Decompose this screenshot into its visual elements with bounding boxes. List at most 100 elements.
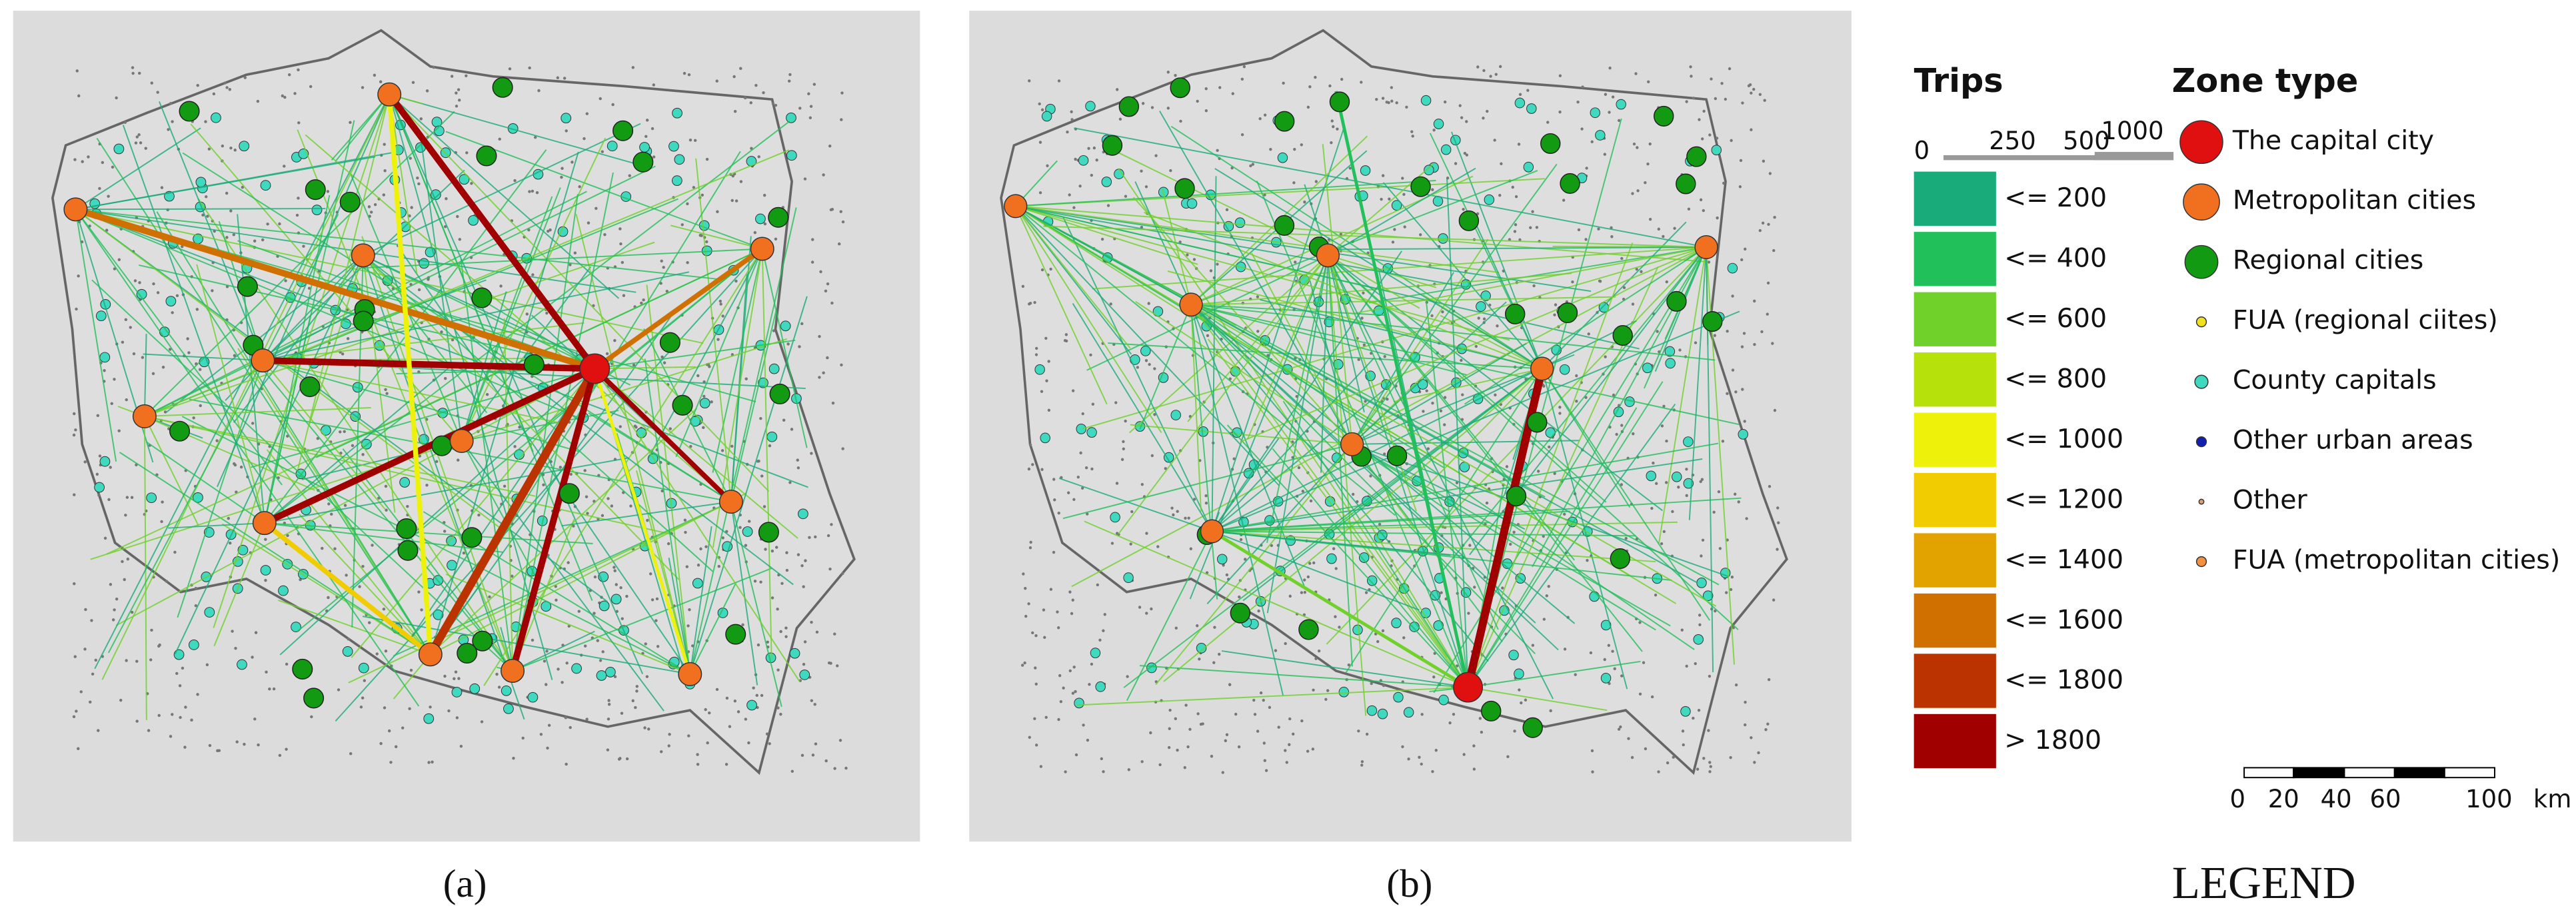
- zone-dot: [521, 736, 525, 740]
- zone-dot: [1062, 686, 1065, 689]
- zone-dot: [157, 713, 161, 717]
- zone-dot: [1314, 180, 1318, 183]
- zone-dot: [1100, 757, 1103, 761]
- zone-dot: [837, 242, 841, 246]
- zone-dot: [1360, 763, 1364, 767]
- zone-dot: [73, 582, 76, 586]
- zone-dot: [447, 709, 451, 713]
- zone-dot: [1650, 506, 1654, 510]
- zone-dot: [619, 425, 622, 428]
- regional-city: [659, 332, 680, 353]
- zone-dot: [119, 698, 123, 702]
- scale-bar-segment: [2343, 767, 2395, 779]
- zone-dot: [97, 729, 100, 732]
- zone-dot: [1672, 755, 1675, 759]
- zone-dot: [1443, 396, 1447, 399]
- zone-dot: [113, 378, 116, 381]
- zone-dot: [1183, 766, 1186, 769]
- trip-flow: [1468, 686, 1608, 711]
- zone-dot: [401, 726, 405, 729]
- zone-dot: [1364, 400, 1367, 403]
- zone-dot: [1090, 467, 1094, 471]
- zone-dot: [337, 688, 341, 691]
- zone-dot: [802, 662, 806, 666]
- zone-dot: [411, 81, 415, 85]
- zone-dot: [137, 71, 141, 75]
- zone-dot: [1773, 408, 1777, 412]
- regional-city: [471, 287, 493, 308]
- zone-dot: [545, 650, 549, 653]
- county-capital: [1086, 427, 1097, 438]
- trip-flow: [1123, 368, 1543, 688]
- zone-dot: [1546, 121, 1550, 124]
- zone-dot: [1189, 547, 1192, 550]
- zone-dot: [199, 404, 202, 408]
- zone-dot: [513, 179, 517, 183]
- zone-dot: [234, 646, 237, 650]
- zone-dot: [194, 586, 198, 590]
- zone-dot: [1666, 761, 1670, 765]
- zone-dot: [764, 548, 767, 551]
- trip-flow: [1351, 301, 1507, 445]
- county-capital: [1391, 618, 1402, 629]
- zone-dot: [229, 209, 233, 213]
- county-capital: [358, 662, 369, 674]
- zone-dot: [205, 663, 209, 667]
- zone-dot: [1089, 353, 1092, 357]
- zone-dot: [257, 743, 260, 747]
- zone-dot: [1360, 316, 1364, 320]
- zone-dot: [1532, 284, 1536, 288]
- zone-dot: [1044, 336, 1048, 340]
- zone-dot: [206, 215, 209, 218]
- zone-dot: [1730, 139, 1733, 143]
- zone-dot: [465, 151, 469, 155]
- trip-flow: [1211, 250, 1402, 532]
- zone-dot: [233, 462, 236, 466]
- zone-dot: [1294, 260, 1297, 264]
- zone-dot: [1390, 86, 1394, 89]
- zone-dot: [1611, 650, 1614, 653]
- zone-dot: [1068, 590, 1072, 594]
- zone-dot: [1431, 188, 1434, 191]
- zone-dot: [194, 604, 198, 608]
- trip-flow: [143, 334, 147, 416]
- zone-dot: [1531, 644, 1535, 647]
- zone-dot: [1542, 618, 1546, 621]
- zone-dot: [1665, 280, 1668, 284]
- regional-city: [1170, 77, 1190, 99]
- zone-dot: [455, 716, 459, 719]
- county-capital: [342, 646, 353, 657]
- zone-dot: [1282, 81, 1285, 85]
- zone-dot: [1443, 100, 1447, 104]
- metropolitan-city: [449, 428, 474, 453]
- trip-flow: [512, 194, 579, 672]
- zone-dot: [804, 559, 807, 562]
- zone-dot: [577, 610, 581, 613]
- trip-flow: [761, 248, 808, 448]
- zone-dot: [698, 234, 702, 237]
- zone-dot: [768, 742, 771, 745]
- zone-dot: [1752, 87, 1756, 91]
- zone-dot: [1256, 295, 1260, 298]
- zone-dot: [622, 294, 626, 297]
- zone-dot: [1221, 771, 1224, 774]
- zone-dot: [1766, 722, 1770, 726]
- zone-dot: [1028, 735, 1031, 739]
- county-capital: [1085, 101, 1096, 112]
- zone-dot: [1204, 87, 1208, 91]
- zone-dot: [585, 495, 589, 498]
- trip-flow: [263, 360, 567, 425]
- zone-dot: [233, 149, 237, 152]
- zone-dot: [1698, 118, 1701, 121]
- zone-dot: [435, 460, 439, 464]
- zone-dot: [1068, 669, 1072, 673]
- regional-city: [303, 688, 325, 709]
- zone-dot: [163, 410, 167, 414]
- trip-flow: [1211, 127, 1345, 532]
- zone-dot: [1526, 89, 1530, 92]
- county-capital: [742, 526, 753, 537]
- zone-dot: [417, 182, 421, 186]
- zone-dot: [1140, 169, 1143, 173]
- zone-dot: [1420, 713, 1424, 716]
- zone-dot: [646, 518, 649, 522]
